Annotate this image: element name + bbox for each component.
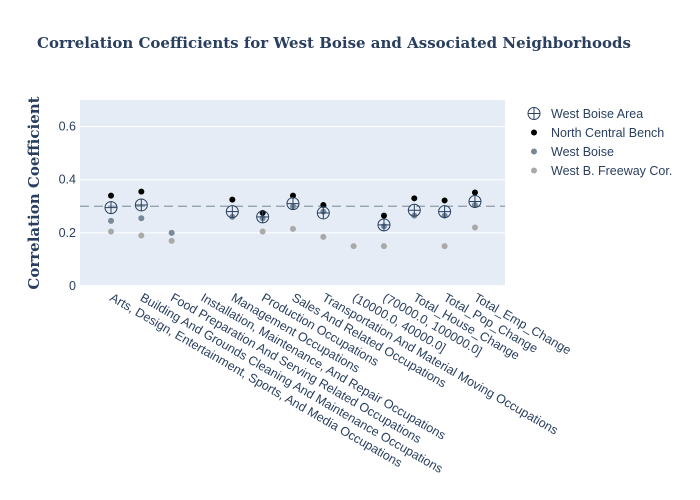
y-tick-label: 0	[69, 279, 76, 293]
point-west-boise-area	[407, 203, 421, 217]
point-west-boise-area	[134, 198, 148, 212]
point-west-b-freeway-cor	[108, 228, 114, 235]
point-north-central-bench	[108, 192, 114, 199]
y-tick-label: 0.4	[59, 173, 76, 187]
point-west-b-freeway-cor	[350, 243, 357, 250]
point-north-central-bench	[411, 195, 418, 202]
point-west-boise-area	[316, 206, 330, 220]
point-north-central-bench	[138, 188, 145, 195]
gridlines	[80, 126, 505, 287]
legend-item[interactable]: West B. Freeway Cor.	[525, 161, 672, 180]
point-north-central-bench	[471, 189, 478, 196]
y-tick-labels: 0 0.2 0.4 0.6	[59, 120, 76, 293]
legend-marker	[525, 142, 551, 161]
point-west-b-freeway-cor	[259, 228, 266, 235]
legend-marker	[525, 161, 551, 180]
point-north-central-bench	[289, 192, 296, 199]
point-west-boise-area	[256, 210, 270, 224]
point-west-b-freeway-cor	[168, 237, 175, 244]
point-west-b-freeway-cor	[320, 233, 327, 240]
chart-title: Correlation Coefficients for West Boise …	[37, 34, 631, 52]
y-tick-label: 0.2	[59, 226, 76, 240]
point-west-boise-area	[286, 197, 300, 211]
point-west-boise	[138, 215, 145, 222]
point-west-boise-area	[104, 201, 118, 215]
point-west-boise-area	[377, 218, 391, 232]
point-west-b-freeway-cor	[289, 225, 296, 232]
point-west-b-freeway-cor	[471, 224, 478, 231]
x-tick-labels: Arts, Design, Entertainment, Sports, And…	[108, 290, 574, 476]
point-north-central-bench	[380, 212, 387, 219]
point-north-central-bench	[229, 196, 236, 203]
legend-label: North Central Bench	[551, 125, 665, 140]
legend-marker	[525, 104, 551, 123]
data-points	[104, 188, 482, 250]
point-west-boise-area	[225, 205, 239, 219]
point-west-boise-area	[468, 195, 482, 209]
legend-item[interactable]: West Boise	[525, 142, 672, 161]
point-west-boise	[168, 229, 175, 236]
legend-item[interactable]: West Boise Area	[525, 104, 672, 123]
legend-label: West B. Freeway Cor.	[551, 163, 673, 178]
point-north-central-bench	[320, 201, 327, 208]
legend-item[interactable]: North Central Bench	[525, 123, 672, 142]
y-tick-label: 0.6	[59, 120, 76, 134]
point-west-boise-area	[438, 205, 452, 219]
point-west-b-freeway-cor	[138, 232, 145, 239]
legend-label: West Boise	[551, 144, 614, 159]
legend-label: West Boise Area	[551, 106, 644, 121]
legend: West Boise Area North Central Bench West B…	[525, 104, 672, 180]
point-west-boise	[108, 217, 114, 224]
legend-marker	[525, 123, 551, 142]
point-west-b-freeway-cor	[380, 243, 387, 250]
point-west-b-freeway-cor	[441, 243, 448, 250]
point-north-central-bench	[441, 197, 448, 204]
